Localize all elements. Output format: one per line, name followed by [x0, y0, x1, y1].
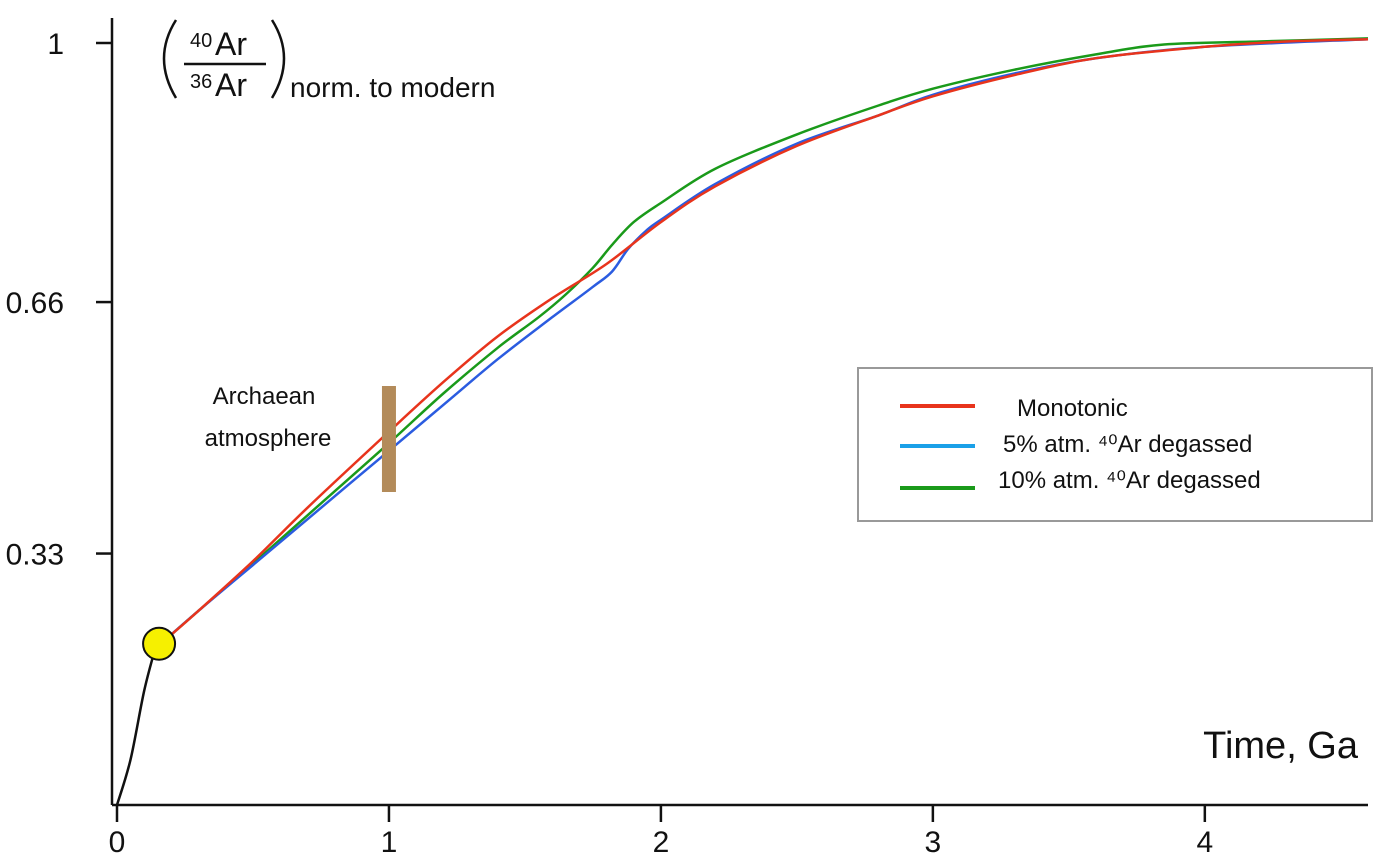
- archaean-bar: [381, 386, 396, 492]
- legend-label-monotonic: Monotonic: [1017, 395, 1128, 422]
- y-axis-label: 40 Ar 36 Ar norm. to modern: [162, 19, 495, 103]
- right-paren: [270, 19, 286, 99]
- marker-layer: [142, 626, 177, 661]
- y-tick-label: 0.33: [6, 539, 64, 572]
- x-tick-label: 0: [109, 826, 126, 858]
- initial-segment-layer: [115, 648, 157, 806]
- annotation-line-1: Archaean: [213, 383, 316, 410]
- y-tick-label: 0.66: [6, 287, 64, 320]
- series-layer: [154, 37, 1369, 650]
- x-tick-label: 2: [653, 826, 670, 858]
- x-tick-label: 1: [381, 826, 398, 858]
- legend-label-5pct: 5% atm. ⁴⁰Ar degassed: [1003, 431, 1252, 458]
- y-label-denominator: Ar: [215, 67, 247, 103]
- initial-growth-line: [115, 648, 157, 806]
- legend: Monotonic 5% atm. ⁴⁰Ar degassed 10% atm.…: [857, 367, 1373, 522]
- y-tick-label: 1: [47, 28, 64, 61]
- series-line-monotonic: [154, 37, 1369, 650]
- y-label-suffix: norm. to modern: [290, 72, 495, 103]
- x-tick-label: 3: [925, 826, 942, 858]
- series-line-10pct: [154, 37, 1369, 650]
- y-ticks: 0.33 0.66 1: [6, 28, 112, 572]
- y-label-num-sup: 40: [190, 30, 212, 52]
- left-paren: [162, 19, 178, 99]
- y-label-den-sup: 36: [190, 71, 212, 93]
- y-label-numerator: Ar: [215, 26, 247, 62]
- x-tick-label: 4: [1196, 826, 1213, 858]
- legend-label-10pct: 10% atm. ⁴⁰Ar degassed: [998, 467, 1261, 494]
- archaean-annotation: Archaean atmosphere: [205, 383, 396, 492]
- start-point-marker: [142, 626, 177, 661]
- x-axis-label: Time, Ga: [1203, 725, 1359, 767]
- x-ticks: 0 1 2 3 4: [109, 805, 1213, 858]
- series-line-5pct: [154, 37, 1369, 650]
- annotation-line-2: atmosphere: [205, 425, 332, 452]
